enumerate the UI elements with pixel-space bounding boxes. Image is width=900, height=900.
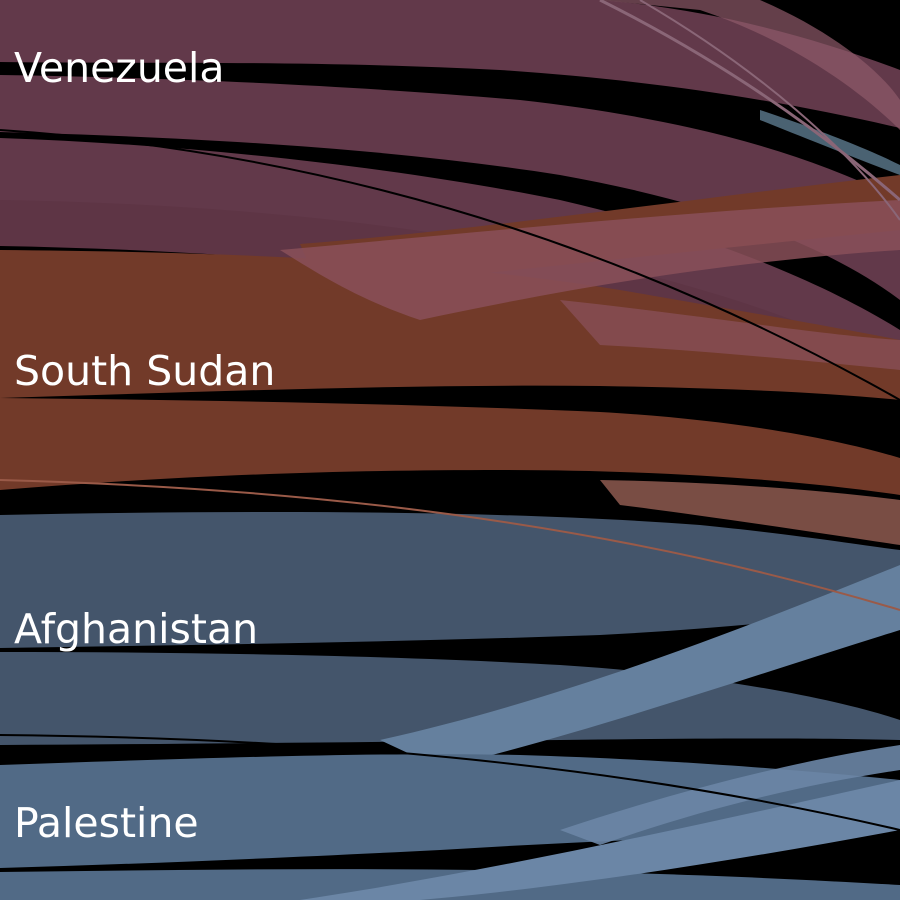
label-south-sudan: South Sudan <box>14 347 276 395</box>
flow-ribbon <box>0 398 900 495</box>
flow-strands <box>0 0 900 611</box>
flow-ribbon <box>0 200 900 395</box>
label-palestine: Palestine <box>14 799 199 847</box>
flow-ribbon-light <box>380 565 900 768</box>
label-afghanistan: Afghanistan <box>14 605 259 653</box>
flow-ribbon <box>0 754 900 868</box>
flow-ribbon <box>0 138 900 380</box>
flow-ribbon <box>0 512 900 648</box>
label-venezuela: Venezuela <box>14 44 225 92</box>
flow-ribbon <box>0 0 900 128</box>
flow-ribbon-light <box>600 0 900 130</box>
flow-ribbon-light <box>600 480 900 545</box>
flow-ribbon-light <box>280 200 900 320</box>
flow-ribbon <box>0 75 900 300</box>
flow-ribbon <box>0 250 900 400</box>
flow-ribbon-light <box>560 300 900 370</box>
flow-ribbon <box>0 652 900 745</box>
ribbons-afghanistan <box>0 512 900 768</box>
ribbons-south-sudan <box>0 175 900 545</box>
flow-ribbon-light <box>300 780 900 900</box>
